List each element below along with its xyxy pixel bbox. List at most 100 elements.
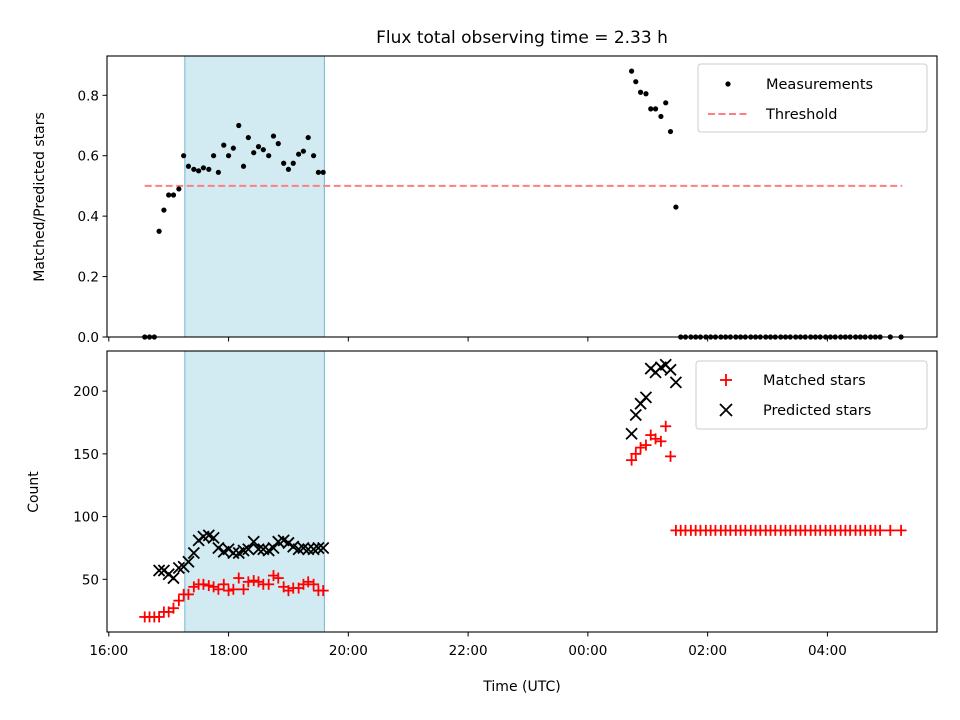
legend-matched-marker [720, 374, 732, 386]
x-tick-label: 02:00 [688, 643, 727, 659]
x-tick-label: 16:00 [89, 643, 128, 659]
measurement-point [230, 145, 236, 151]
measurement-point [270, 133, 277, 139]
matched-star-point [655, 435, 667, 447]
matched-star-point [297, 578, 309, 590]
matched-star-point [272, 572, 284, 584]
measurement-point [637, 89, 644, 95]
matched-star-point [218, 578, 230, 590]
measurement-point [200, 165, 207, 171]
bottom-y-axis-label: Count [26, 471, 42, 513]
matched-star-point [282, 585, 294, 597]
y-tick-label: 100 [73, 510, 99, 526]
y-tick-label: 0.2 [78, 270, 99, 286]
measurement-point [245, 134, 251, 141]
measurement-point [215, 169, 221, 175]
x-tick-label: 00:00 [568, 643, 607, 659]
measurement-point [210, 153, 217, 159]
top-legend-box [697, 63, 928, 133]
legend-matched-label: Matched stars [763, 373, 866, 389]
predicted-star-point [237, 544, 250, 557]
measurement-point [648, 106, 654, 112]
matched-star-point [635, 442, 647, 454]
y-tick-label: 0.0 [78, 330, 99, 346]
predicted-star-point [252, 543, 265, 556]
bottom-span-highlight [184, 350, 325, 633]
matched-star-point [267, 570, 279, 582]
matched-star-point [874, 524, 886, 536]
matched-star-point [640, 439, 652, 451]
predicted-star-point [302, 543, 315, 556]
matched-star-point [884, 524, 896, 536]
measurement-point [311, 153, 317, 159]
matched-star-point [173, 595, 185, 607]
matched-star-point [227, 583, 239, 595]
bottom-legend-box [695, 360, 928, 430]
measurement-point [296, 151, 302, 157]
matched-star-point [302, 576, 314, 588]
legend-predicted-label: Predicted stars [763, 403, 871, 419]
top-y-axis-label: Matched/Predicted stars [32, 112, 48, 282]
measurement-point [225, 153, 232, 159]
matched-star-point [242, 576, 254, 588]
bottom-axes-frame [106, 350, 938, 633]
chart-title: Flux total observing time = 2.33 h [376, 28, 668, 48]
bottom-legend: Matched stars Predicted stars [695, 360, 928, 430]
predicted-star-point [267, 541, 280, 555]
measurement-point [300, 148, 307, 154]
matched-star-point [248, 575, 260, 587]
x-axis-label: Time (UTC) [482, 679, 560, 695]
predicted-star-point [292, 543, 305, 556]
x-tick-label: 22:00 [449, 643, 488, 659]
matched-star-point [630, 448, 642, 460]
predicted-star-point [182, 555, 195, 568]
measurement-point [176, 186, 182, 192]
matched-star-point [203, 580, 215, 592]
predicted-star-point [152, 564, 166, 577]
predicted-star-point [312, 541, 325, 555]
matched-star-point [263, 578, 275, 590]
measurement-point [196, 168, 202, 174]
measurement-point [260, 147, 266, 153]
y-tick-label: 50 [82, 572, 99, 588]
matched-star-point [660, 420, 672, 432]
measurement-point [281, 160, 287, 166]
measurement-point [633, 79, 639, 85]
measurement-point [643, 91, 649, 97]
legend-measurements-marker [725, 81, 731, 87]
measurement-point [156, 228, 162, 234]
matched-star-point [626, 454, 638, 466]
matched-star-point [233, 572, 245, 584]
measurement-point [191, 166, 197, 172]
matched-star-point [167, 602, 179, 614]
measurement-point [185, 163, 192, 169]
matched-star-point [208, 581, 220, 593]
measurement-point [285, 166, 292, 172]
x-tick-label: 20:00 [329, 643, 368, 659]
predicted-star-point [187, 546, 200, 560]
predicted-star-point [297, 541, 310, 555]
predicted-star-point [172, 561, 185, 575]
top-span-highlight [184, 55, 325, 338]
matched-star-point [650, 433, 662, 445]
y-tick-label: 200 [73, 384, 99, 400]
predicted-star-point [167, 571, 180, 585]
matched-star-point [223, 585, 235, 597]
predicted-star-point [212, 541, 225, 555]
matched-star-point [308, 578, 320, 590]
measurement-point [266, 153, 272, 159]
predicted-star-point [664, 363, 677, 376]
predicted-star-point [629, 408, 642, 422]
matched-star-point [197, 578, 209, 590]
predicted-star-point [669, 376, 683, 389]
matched-star-point [317, 585, 329, 597]
measurement-point [170, 192, 177, 198]
measurement-point [663, 100, 669, 106]
measurement-point [275, 141, 281, 147]
measurement-point [290, 160, 296, 166]
measurement-point [628, 68, 635, 74]
measurement-point [251, 150, 257, 156]
matched-star-point [188, 581, 200, 593]
top-axes-frame [106, 55, 938, 338]
